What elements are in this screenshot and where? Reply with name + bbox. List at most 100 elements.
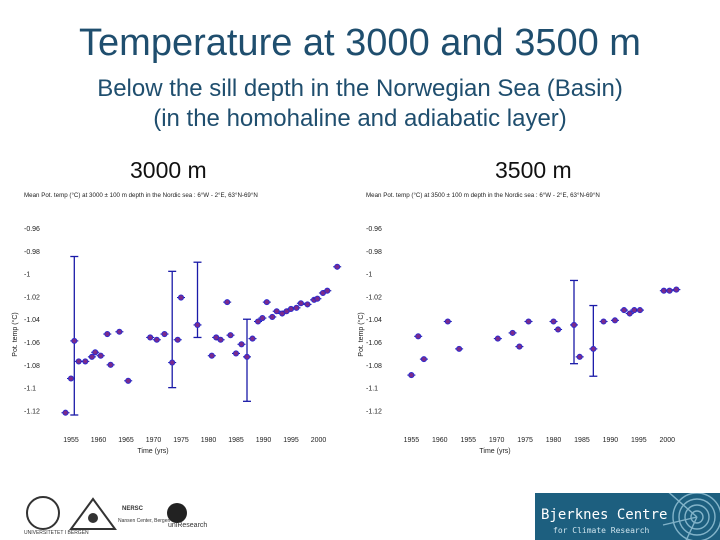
chart-3500m: Mean Pot. temp (°C) at 3500 ± 100 m dept… <box>357 192 681 455</box>
data-point <box>444 318 451 325</box>
chart-title: Mean Pot. temp (°C) at 3000 ± 100 m dept… <box>24 192 258 199</box>
x-tick-label: 2000 <box>311 437 327 444</box>
data-point <box>174 336 181 343</box>
data-point <box>238 341 245 348</box>
data-point <box>75 358 82 365</box>
data-point <box>147 334 154 341</box>
university-seal-logo <box>26 496 60 530</box>
logo-text-nersc: NERSC <box>122 506 144 512</box>
data-point <box>620 307 628 314</box>
panel-heading-3500m: 3500 m <box>495 157 572 183</box>
uni-research-logo-mark <box>167 503 187 523</box>
y-tick-label: -0.98 <box>366 249 382 256</box>
data-point <box>334 263 341 270</box>
data-point <box>576 353 583 360</box>
data-point <box>104 330 111 338</box>
data-point <box>570 321 578 328</box>
y-tick-label: -1.12 <box>366 408 382 415</box>
data-point <box>673 286 680 293</box>
x-axis-label: Time (yrs) <box>137 448 168 455</box>
x-tick-label: 1970 <box>489 437 505 444</box>
data-point <box>243 353 251 360</box>
data-point <box>415 333 422 340</box>
y-tick-label: -1.08 <box>24 363 40 370</box>
subtitle-line-2: (in the homohaline and adiabatic layer) <box>153 105 567 132</box>
x-axis-label: Time (yrs) <box>479 448 510 455</box>
data-point <box>194 321 201 328</box>
data-point <box>259 315 266 322</box>
logo-text-uib: UNIVERSITETET I BERGEN <box>24 530 89 536</box>
data-point <box>249 335 256 342</box>
data-point <box>297 300 304 307</box>
data-point <box>550 318 557 325</box>
x-tick-label: 1975 <box>517 437 533 444</box>
subtitle-line-1: Below the sill depth in the Norwegian Se… <box>97 75 623 102</box>
x-tick-label: 1955 <box>63 437 79 444</box>
data-point <box>456 345 463 352</box>
data-point <box>408 372 415 379</box>
y-tick-label: -1.1 <box>366 386 378 393</box>
data-point <box>314 295 321 302</box>
data-point <box>224 299 231 306</box>
data-point <box>217 336 224 343</box>
data-point <box>62 409 69 416</box>
y-tick-label: -0.98 <box>24 249 40 256</box>
data-point <box>161 330 168 338</box>
data-point <box>304 301 311 308</box>
x-tick-label: 1995 <box>631 437 647 444</box>
data-point <box>494 335 501 342</box>
y-tick-label: -1.04 <box>24 317 40 324</box>
data-point <box>420 356 427 363</box>
data-point <box>324 287 331 294</box>
slide-subtitle: Below the sill depth in the Norwegian Se… <box>0 74 720 134</box>
x-tick-label: 2000 <box>659 437 675 444</box>
data-point <box>71 337 78 344</box>
bjerknes-centre-logo: Bjerknes Centre for Climate Research <box>535 493 720 540</box>
y-tick-label: -1 <box>24 272 30 279</box>
x-tick-label: 1970 <box>146 437 162 444</box>
swirl-icon <box>662 493 720 540</box>
y-axis-label: Pot. temp (°C) <box>357 312 365 356</box>
x-tick-label: 1955 <box>460 437 476 444</box>
data-point <box>125 377 132 384</box>
data-point <box>116 328 123 335</box>
data-point <box>227 332 234 339</box>
y-tick-label: -1.04 <box>366 317 382 324</box>
x-tick-label: 1960 <box>432 437 448 444</box>
data-point <box>107 361 114 368</box>
data-point <box>169 359 176 366</box>
x-tick-label: 1995 <box>283 437 299 444</box>
x-tick-label: 1965 <box>118 437 134 444</box>
data-point <box>509 329 516 336</box>
y-tick-label: -0.96 <box>24 226 40 233</box>
data-point <box>600 318 607 325</box>
data-point <box>611 317 618 324</box>
x-tick-label: 1955 <box>404 437 420 444</box>
slide-title: Temperature at 3000 and 3500 m <box>79 22 641 64</box>
data-point <box>666 287 673 294</box>
data-point <box>263 299 270 306</box>
institute-triangle-logo <box>69 497 117 530</box>
partner-logos: UNIVERSITETET I BERGEN NERSC Nansen Cent… <box>18 492 218 536</box>
y-tick-label: -1.06 <box>366 340 382 347</box>
x-tick-label: 1985 <box>574 437 590 444</box>
data-point <box>153 336 160 343</box>
data-point <box>293 304 300 311</box>
data-point <box>92 349 99 356</box>
y-tick-label: -1.06 <box>24 340 40 347</box>
data-point <box>287 305 295 313</box>
y-tick-label: -0.96 <box>366 226 382 233</box>
data-point <box>525 318 532 325</box>
data-point <box>516 343 523 350</box>
x-tick-label: 1990 <box>256 437 272 444</box>
chart-title: Mean Pot. temp (°C) at 3500 ± 100 m dept… <box>366 192 600 199</box>
bjerknes-tagline: for Climate Research <box>553 526 650 535</box>
y-axis-label: Pot. temp (°C) <box>11 312 19 356</box>
data-point <box>636 307 644 314</box>
data-point <box>177 294 185 301</box>
data-point <box>254 318 262 325</box>
y-tick-label: -1.1 <box>24 386 36 393</box>
y-tick-label: -1.02 <box>366 294 382 301</box>
y-tick-label: -1.12 <box>24 408 40 415</box>
data-point <box>626 310 633 317</box>
